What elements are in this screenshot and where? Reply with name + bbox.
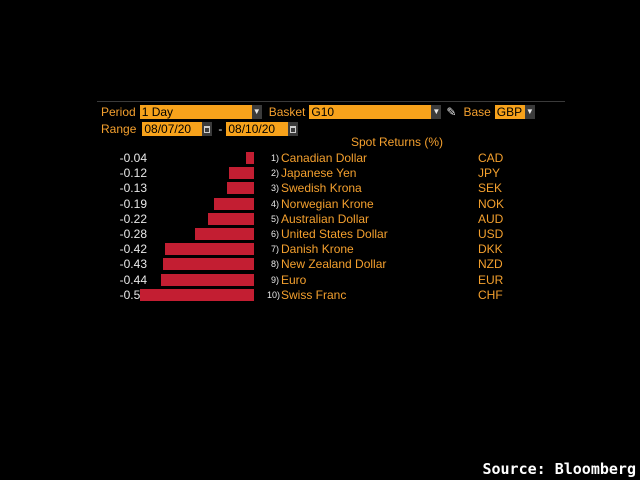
currency-name[interactable]: Danish Krone (281, 242, 354, 257)
rank-index: 2) (270, 168, 279, 179)
rank-index: 4) (270, 198, 279, 209)
return-value: -0.19 (119, 196, 147, 211)
currency-code: EUR (478, 272, 504, 287)
return-bar (194, 227, 254, 240)
rank-index: 8) (270, 259, 279, 270)
table-row[interactable]: -0.04 1) Canadian Dollar CAD (97, 151, 565, 166)
currency-name[interactable]: Swedish Krona (281, 181, 362, 196)
rank-index: 7) (270, 244, 279, 255)
return-bar (207, 212, 254, 225)
range-start-calendar-icon[interactable] (202, 122, 213, 136)
controls-row-2: Range 08/07/20 - 08/10/20 (97, 121, 299, 137)
rank-index: 3) (270, 183, 279, 194)
currency-code: SEK (478, 181, 503, 196)
base-select[interactable]: GBP (494, 105, 525, 119)
currency-name[interactable]: Japanese Yen (281, 166, 357, 181)
period-label: Period (101, 105, 136, 119)
controls-row-1: Period 1 Day ▼ Basket G10 ▼ ✎ Base GBP ▼ (97, 104, 535, 120)
table-row[interactable]: -0.22 5) Australian Dollar AUD (97, 212, 565, 227)
table-title: Spot Returns (%) (350, 135, 444, 149)
returns-list: -0.04 1) Canadian Dollar CAD -0.12 2) Japanese… (97, 151, 565, 303)
table-row[interactable]: -0.42 7) Danish Krone DKK (97, 242, 565, 257)
source-caption: Source: Bloomberg (482, 460, 636, 478)
currency-code: AUD (478, 211, 504, 226)
currency-code: USD (478, 226, 504, 241)
period-select[interactable]: 1 Day (139, 105, 252, 119)
rank-index: 9) (270, 274, 279, 285)
currency-name[interactable]: Swiss Franc (281, 287, 347, 302)
currency-name[interactable]: Norwegian Krone (281, 196, 374, 211)
rank-index: 5) (270, 213, 279, 224)
return-bar (213, 197, 254, 210)
return-bar (228, 167, 254, 180)
return-value: -0.13 (119, 181, 147, 196)
return-value: -0.28 (119, 226, 147, 241)
currency-code: NOK (478, 196, 505, 211)
base-label: Base (463, 105, 491, 119)
currency-code: DKK (478, 242, 503, 257)
currency-name[interactable]: United States Dollar (281, 226, 388, 241)
basket-dropdown-icon[interactable]: ▼ (431, 105, 442, 119)
return-bar (165, 243, 254, 256)
return-value: -0.22 (119, 211, 147, 226)
period-dropdown-icon[interactable]: ▼ (251, 105, 262, 119)
return-bar (245, 152, 254, 164)
range-start-field[interactable]: 08/07/20 (142, 122, 203, 136)
basket-select[interactable]: G10 (309, 105, 432, 119)
currency-name[interactable]: New Zealand Dollar (281, 257, 387, 272)
table-row[interactable]: -0.54 10) Swiss Franc CHF (97, 288, 565, 303)
table-row[interactable]: -0.13 3) Swedish Krona SEK (97, 181, 565, 196)
table-row[interactable]: -0.28 6) United States Dollar USD (97, 227, 565, 242)
return-value: -0.04 (119, 151, 147, 165)
table-row[interactable]: -0.12 2) Japanese Yen JPY (97, 166, 565, 181)
return-bar (140, 288, 254, 301)
edit-basket-icon[interactable]: ✎ (446, 105, 457, 119)
return-bar (226, 182, 254, 195)
return-value: -0.43 (119, 257, 147, 272)
currency-code: JPY (478, 166, 501, 181)
table-row[interactable]: -0.44 9) Euro EUR (97, 273, 565, 288)
currency-code: CHF (478, 287, 503, 302)
range-end-field[interactable]: 08/10/20 (226, 122, 289, 136)
rank-index: 1) (270, 153, 279, 163)
range-separator: - (218, 122, 223, 136)
divider (97, 101, 565, 102)
rank-index: 6) (270, 228, 279, 239)
basket-label: Basket (268, 105, 306, 119)
return-bar (163, 258, 254, 271)
range-end-calendar-icon[interactable] (288, 122, 299, 136)
currency-name[interactable]: Australian Dollar (281, 211, 370, 226)
return-value: -0.42 (119, 242, 147, 257)
currency-code: NZD (478, 257, 503, 272)
table-row[interactable]: -0.43 8) New Zealand Dollar NZD (97, 257, 565, 272)
base-dropdown-icon[interactable]: ▼ (524, 105, 535, 119)
currency-name[interactable]: Euro (281, 272, 307, 287)
range-label: Range (101, 122, 137, 136)
rank-index: 10) (267, 289, 281, 300)
return-value: -0.12 (119, 166, 147, 181)
currency-code: CAD (478, 151, 504, 165)
fx-returns-panel: Period 1 Day ▼ Basket G10 ▼ ✎ Base GBP ▼… (97, 101, 565, 303)
return-value: -0.44 (119, 272, 147, 287)
return-bar (161, 273, 254, 286)
currency-name[interactable]: Canadian Dollar (281, 151, 368, 165)
table-row[interactable]: -0.19 4) Norwegian Krone NOK (97, 197, 565, 212)
